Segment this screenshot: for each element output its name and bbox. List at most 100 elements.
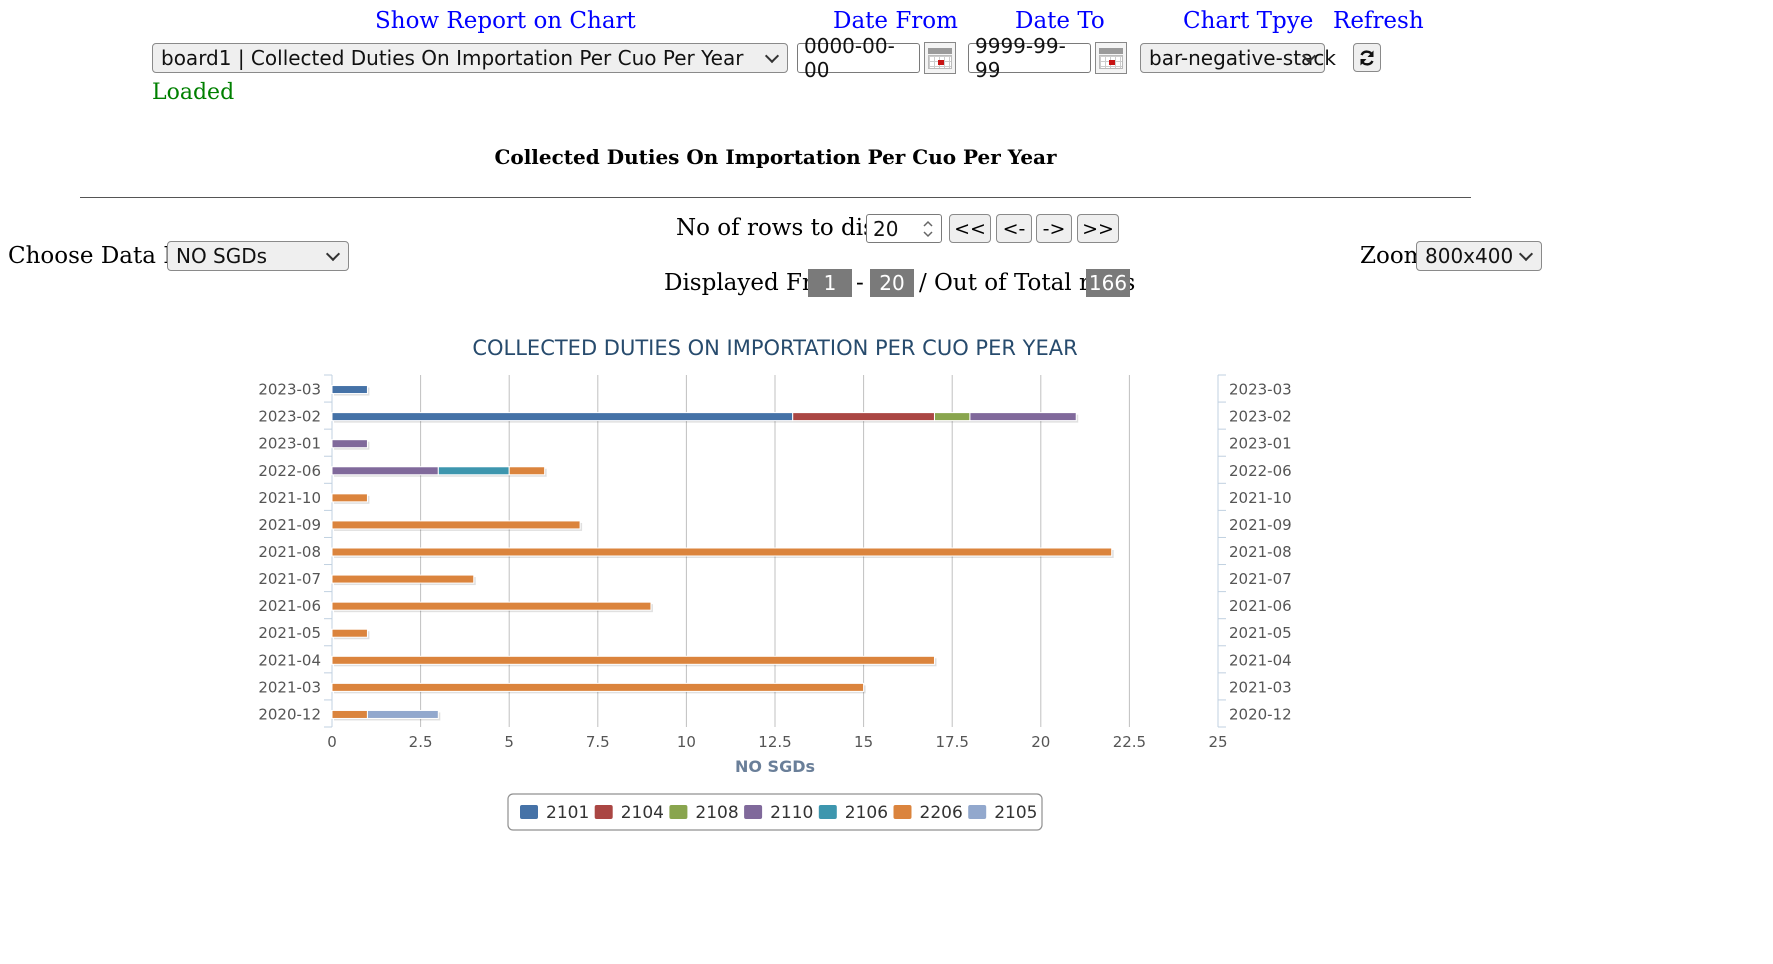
bar-chart: COLLECTED DUTIES ON IMPORTATION PER CUO … [258, 336, 1292, 831]
y-tick-label: 2021-03 [258, 678, 321, 696]
bar-segment[interactable] [331, 601, 652, 611]
chevron-down-icon [764, 48, 780, 64]
y-tick-label: 2022-06 [258, 462, 321, 480]
zoom-label: Zoom [1360, 243, 1426, 269]
range-dash: - [856, 270, 864, 296]
bar-segment[interactable] [331, 520, 581, 530]
y-axis-labels-left: 2023-03 2023-02 2023-01 2022-06 2021-10 2021-… [258, 381, 321, 724]
chart-type-label: Chart Tpye [1183, 8, 1314, 34]
data-list-select[interactable]: NO SGDs [167, 241, 349, 271]
bar-segment[interactable] [331, 574, 475, 584]
legend-item[interactable]: 2110 [770, 803, 813, 823]
y-tick-label-right: 2021-10 [1229, 489, 1292, 507]
calendar-icon[interactable] [1095, 42, 1127, 74]
y-tick-label-right: 2021-08 [1229, 543, 1292, 561]
bar-segment[interactable] [331, 439, 368, 449]
legend-box [507, 793, 1043, 831]
x-tick-label: 25 [1208, 733, 1227, 751]
divider [80, 197, 1471, 198]
y-axis-labels-right: 2023-03 2023-02 2023-01 2022-06 2021-10 2021-… [1229, 381, 1292, 724]
y-tick-label: 2021-09 [258, 516, 321, 534]
bars [331, 385, 1114, 721]
y-tick-label-right: 2021-03 [1229, 678, 1292, 696]
zoom-value: 800x400 [1425, 244, 1514, 268]
refresh-label: Refresh [1333, 8, 1424, 34]
bar-segment[interactable] [331, 412, 794, 422]
first-page-button[interactable]: << [949, 214, 991, 243]
report-select[interactable]: board1 | Collected Duties On Importation… [152, 43, 788, 73]
refresh-button[interactable] [1353, 43, 1381, 72]
legend-item[interactable]: 2106 [845, 803, 888, 823]
y-tick-label-right: 2022-06 [1229, 462, 1292, 480]
legend-swatch[interactable] [520, 805, 538, 819]
report-select-value: board1 | Collected Duties On Importation… [161, 46, 744, 70]
chart-title: COLLECTED DUTIES ON IMPORTATION PER CUO … [472, 336, 1077, 360]
y-tick-label: 2021-04 [258, 651, 321, 669]
legend-item[interactable]: 2101 [546, 803, 589, 823]
rows-input[interactable]: 20 [866, 214, 942, 243]
legend-swatch[interactable] [669, 805, 688, 819]
spinner-icon[interactable] [922, 218, 934, 240]
x-tick-label: 7.5 [586, 733, 610, 751]
x-tick-label: 12.5 [758, 733, 791, 751]
bar-segment[interactable] [331, 709, 368, 719]
x-axis-labels: 0 2.5 5 7.5 10 12.5 15 17.5 20 22.5 25 [327, 733, 1227, 751]
date-from-input[interactable]: 0000-00-00 [797, 34, 920, 82]
y-tick-label: 2021-08 [258, 543, 321, 561]
bar-segment[interactable] [331, 385, 368, 395]
y-tick-label: 2021-10 [258, 489, 321, 507]
y-tick-label: 2021-07 [258, 570, 321, 588]
rows-value: 20 [873, 216, 899, 241]
chart-type-value: bar-negative-stack [1149, 46, 1336, 70]
y-tick-label: 2021-06 [258, 597, 321, 615]
legend-item[interactable]: 2206 [920, 803, 963, 823]
legend-swatch[interactable] [818, 805, 837, 819]
y-tick-label: 2023-02 [258, 408, 321, 426]
date-from-label: Date From [833, 8, 958, 34]
legend: 2101 2104 2108 2110 2106 2206 2105 [520, 803, 1037, 823]
bar-segment[interactable] [792, 412, 935, 422]
y-tick-label-right: 2023-01 [1229, 435, 1292, 453]
chart-type-select[interactable]: bar-negative-stack [1140, 43, 1336, 73]
y-tick-label-right: 2021-07 [1229, 570, 1292, 588]
legend-item[interactable]: 2105 [994, 803, 1037, 823]
zoom-select[interactable]: 800x400 [1416, 241, 1542, 271]
bar-segment[interactable] [437, 466, 510, 476]
from-value: 1 [808, 269, 852, 297]
x-tick-label: 22.5 [1113, 733, 1146, 751]
y-tick-label: 2023-01 [258, 435, 321, 453]
bar-segment[interactable] [969, 412, 1077, 422]
bar-segment[interactable] [331, 493, 368, 503]
bar-segment[interactable] [508, 466, 546, 476]
bar-segment[interactable] [933, 412, 971, 422]
legend-swatch[interactable] [594, 805, 613, 819]
legend-swatch[interactable] [744, 805, 763, 819]
next-page-button[interactable]: -> [1036, 214, 1072, 243]
bar-segment[interactable] [331, 628, 368, 638]
total-value: 166 [1086, 269, 1130, 297]
legend-swatch[interactable] [893, 805, 912, 819]
y-tick-label-right: 2023-03 [1229, 381, 1292, 399]
y-tick-label-right: 2021-09 [1229, 516, 1292, 534]
x-axis-title: NO SGDs [735, 757, 815, 776]
legend-item[interactable]: 2104 [621, 803, 664, 823]
legend-item[interactable]: 2108 [695, 803, 738, 823]
chevron-down-icon [325, 246, 341, 262]
x-tick-label: 15 [854, 733, 873, 751]
x-tick-label: 20 [1031, 733, 1050, 751]
bar-segment[interactable] [331, 547, 1113, 557]
refresh-icon [1360, 49, 1374, 66]
legend-swatch[interactable] [968, 805, 987, 819]
date-to-label: Date To [1015, 8, 1105, 34]
bar-segment[interactable] [331, 466, 439, 476]
bar-segment[interactable] [331, 682, 865, 692]
last-page-button[interactable]: >> [1077, 214, 1119, 243]
bar-segment[interactable] [366, 709, 439, 719]
status-text: Loaded [152, 80, 235, 105]
prev-page-button[interactable]: <- [996, 214, 1032, 243]
calendar-icon[interactable] [924, 42, 956, 74]
date-to-input[interactable]: 9999-99-99 [968, 34, 1091, 82]
data-list-value: NO SGDs [176, 244, 268, 268]
bar-segment[interactable] [331, 655, 935, 665]
x-tick-label: 2.5 [409, 733, 433, 751]
